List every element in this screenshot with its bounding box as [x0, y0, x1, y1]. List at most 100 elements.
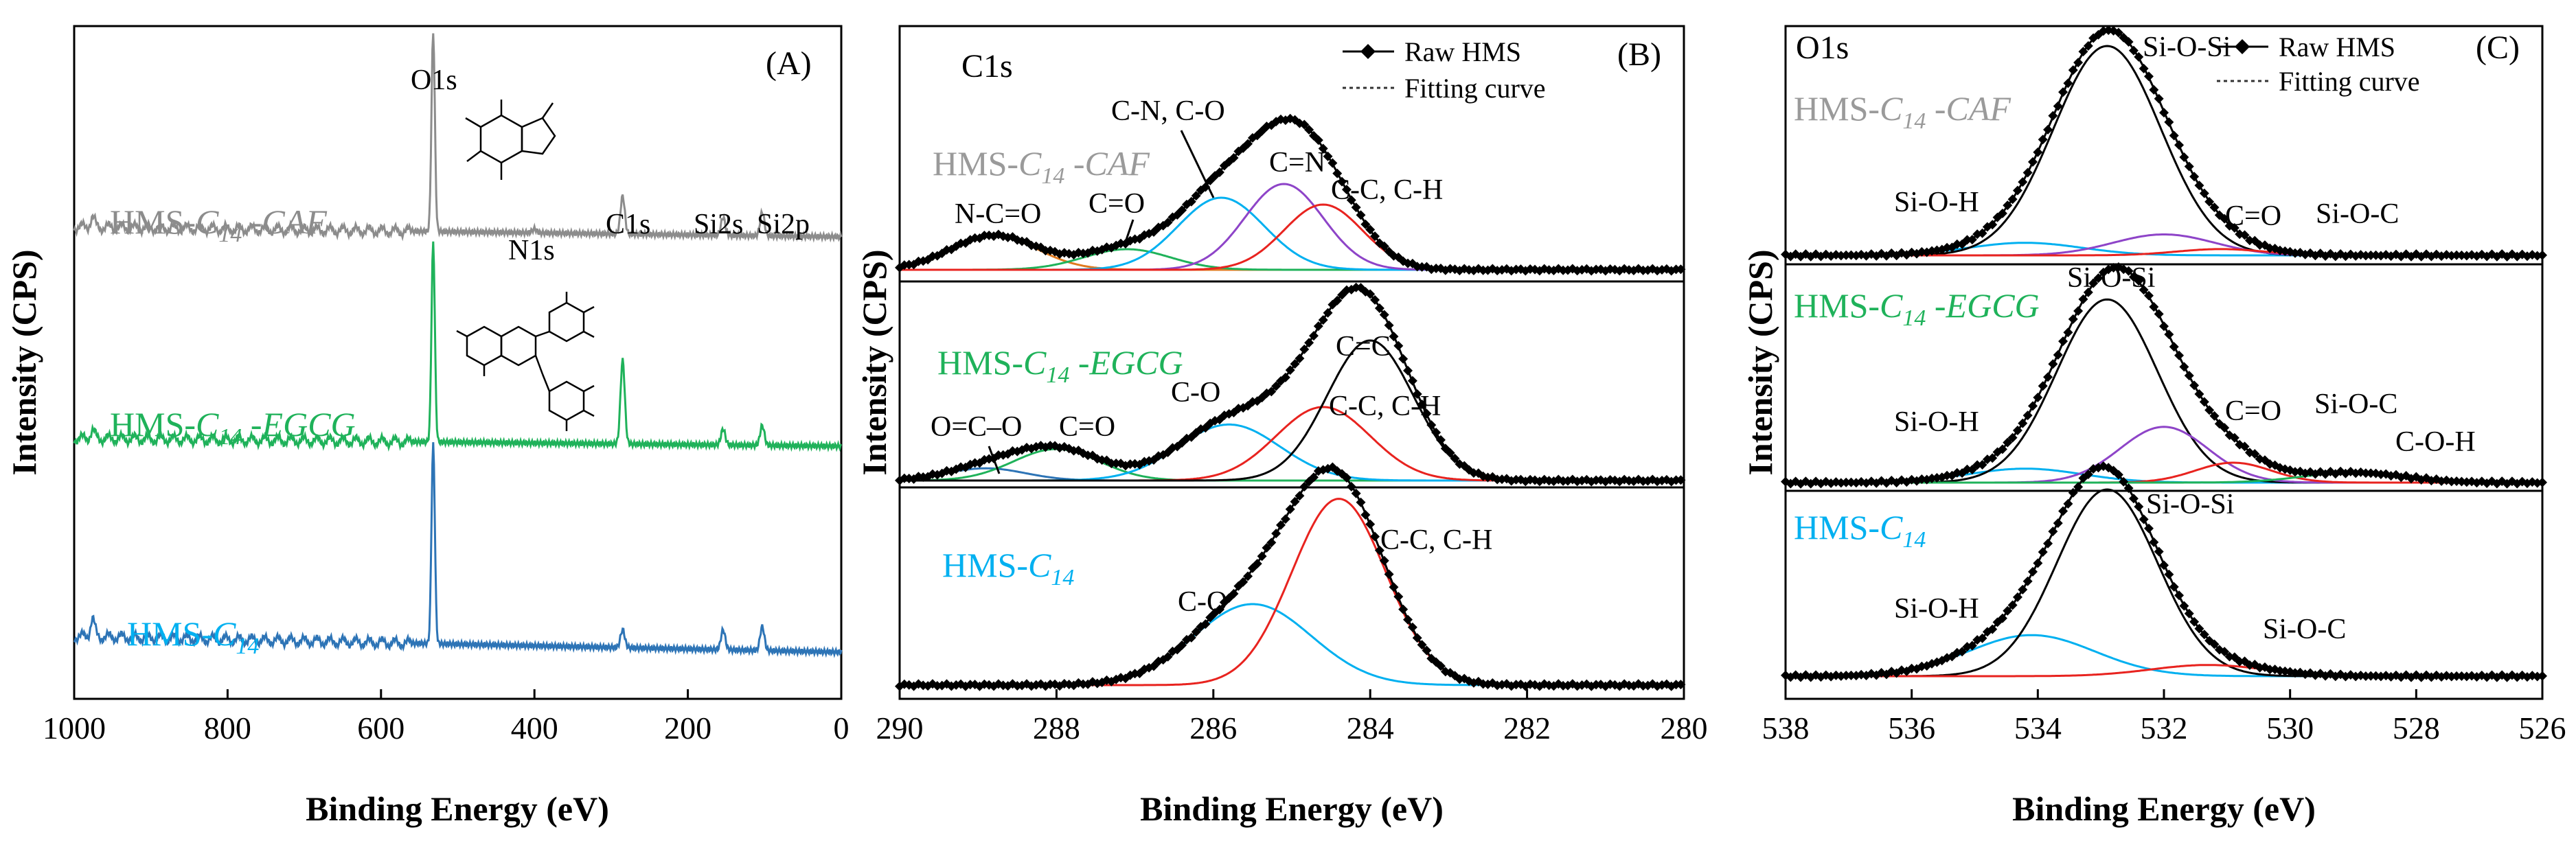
- b-label-egcg-sub: 14: [1046, 362, 1069, 388]
- raw-data-point: [1417, 640, 1427, 650]
- raw-data-point: [2093, 273, 2104, 284]
- raw-data-point: [1374, 303, 1384, 314]
- raw-data-point: [2113, 470, 2123, 480]
- raw-data-point: [2538, 477, 2547, 487]
- panel-b-legend-fit: Fitting curve: [1404, 73, 1546, 104]
- raw-data-point: [2169, 581, 2179, 592]
- panel-c-ylabel: Intensity (CPS): [1741, 249, 1779, 475]
- raw-data-series: [1781, 461, 2547, 682]
- raw-data-point: [1214, 168, 1224, 178]
- raw-data-point: [2123, 266, 2134, 276]
- raw-data-point: [1332, 168, 1343, 178]
- raw-data-point: [1379, 241, 1389, 251]
- panel-b-ylabel: Intensity (CPS): [855, 249, 893, 475]
- panel-a-label: (A): [766, 45, 812, 82]
- raw-data-point: [2128, 45, 2139, 56]
- raw-data-point: [2068, 487, 2078, 498]
- raw-data-point: [2038, 135, 2048, 145]
- peak-label-si2s: Si2s: [694, 209, 743, 240]
- x-tick-label: 528: [2393, 711, 2440, 746]
- b-c14-ann-cc: C-C, C-H: [1380, 524, 1492, 556]
- raw-data-point: [1299, 119, 1310, 130]
- raw-data-point: [2058, 336, 2068, 347]
- raw-data-point: [1370, 231, 1380, 242]
- x-tick-label: 600: [357, 711, 404, 746]
- raw-data-point: [1403, 614, 1413, 625]
- raw-data-point: [2022, 576, 2033, 586]
- raw-data-point: [1238, 577, 1249, 587]
- panel-b-frame: [898, 25, 1685, 700]
- x-tick-label: 282: [1503, 711, 1551, 746]
- raw-data-point: [1295, 354, 1305, 364]
- raw-data-point: [1426, 420, 1437, 430]
- b-caf-ann-cn: C=N: [1269, 147, 1325, 178]
- raw-data-point: [2068, 65, 2078, 76]
- panel-c-series: [1781, 25, 2547, 682]
- b-label-egcg-prefix: HMS-: [937, 343, 1023, 382]
- panel-a-x-ticks: 1000 800 600 400 200 0: [43, 689, 850, 746]
- b-caf-ann-cn-co: C-N, C-O: [1111, 95, 1225, 127]
- raw-data-point: [1280, 514, 1290, 524]
- raw-data-point: [2003, 605, 2013, 616]
- caffeine-structure-image: [465, 100, 556, 180]
- raw-data-point: [2194, 181, 2204, 191]
- raw-data-point: [2143, 71, 2154, 82]
- series-label-c14-sub: 14: [236, 634, 259, 659]
- raw-data-point: [1417, 399, 1427, 409]
- raw-data-point: [2164, 330, 2174, 340]
- raw-data-point: [1177, 205, 1187, 216]
- raw-data-point: [2078, 47, 2088, 57]
- raw-data-point: [2073, 58, 2084, 68]
- series-label-caf: HMS-C14 -CAF: [110, 203, 327, 247]
- raw-data-point: [1987, 624, 1998, 634]
- raw-data-point: [1977, 228, 1987, 238]
- x-tick-label: 284: [1347, 711, 1394, 746]
- x-tick-label: 288: [1033, 711, 1080, 746]
- raw-data-point: [1676, 264, 1686, 275]
- c-c14-ann-sos: Si-O-Si: [2146, 489, 2234, 520]
- raw-data-point: [1304, 338, 1314, 348]
- c-sample-label-c14: HMS-C14: [1794, 508, 1926, 553]
- raw-data-point: [2139, 63, 2149, 73]
- c-caf-ann-co: C=O: [2225, 200, 2281, 232]
- raw-data-point: [2184, 608, 2194, 619]
- raw-data-series: [1781, 262, 2547, 489]
- b-sample-label-caf: HMS-C14 -CAF: [933, 144, 1150, 189]
- raw-data-point: [1398, 256, 1409, 266]
- x-tick-label: 536: [1888, 711, 1935, 746]
- raw-data-point: [2199, 188, 2209, 198]
- c-egcg-ann-soc: Si-O-C: [2314, 389, 2397, 420]
- raw-data-point: [1435, 435, 1446, 445]
- series-label-c14: HMS-C14: [127, 614, 259, 659]
- raw-data-point: [2063, 327, 2073, 338]
- raw-data-point: [1412, 633, 1422, 643]
- raw-data-point: [1676, 475, 1686, 485]
- panel-b-xlabel: Binding Energy (eV): [1140, 789, 1444, 828]
- panel-c-xlabel: Binding Energy (eV): [2012, 789, 2316, 828]
- c-label-egcg-prefix: HMS-: [1794, 286, 1880, 325]
- raw-data-point: [1323, 151, 1333, 161]
- panel-a-series: [73, 33, 843, 658]
- raw-data-point: [2154, 546, 2164, 557]
- raw-data-point: [2018, 418, 2028, 428]
- raw-data-point: [1229, 588, 1239, 599]
- raw-data-point: [2119, 476, 2129, 487]
- raw-data-point: [1149, 661, 1159, 671]
- peak-label-o1s: O1s: [411, 65, 457, 96]
- c-caf-ann-sos: Si-O-Si: [2143, 32, 2231, 63]
- raw-data-series: [1781, 25, 2547, 262]
- raw-data-point: [2063, 78, 2073, 89]
- raw-data-point: [1412, 389, 1422, 400]
- c-label-caf-prefix: HMS-: [1794, 89, 1880, 128]
- raw-data-point: [1450, 453, 1460, 463]
- raw-data-point: [2452, 250, 2462, 260]
- raw-data-point: [2199, 630, 2209, 640]
- raw-data-point: [2149, 84, 2159, 95]
- c-c14-ann-soh: Si-O-H: [1894, 593, 1979, 625]
- raw-data-point: [2220, 423, 2230, 433]
- raw-data-point: [2169, 342, 2179, 352]
- raw-data-point: [1967, 465, 1977, 475]
- raw-data-series: [895, 282, 1686, 487]
- raw-data-point: [1177, 640, 1187, 650]
- raw-data-point: [1398, 354, 1409, 364]
